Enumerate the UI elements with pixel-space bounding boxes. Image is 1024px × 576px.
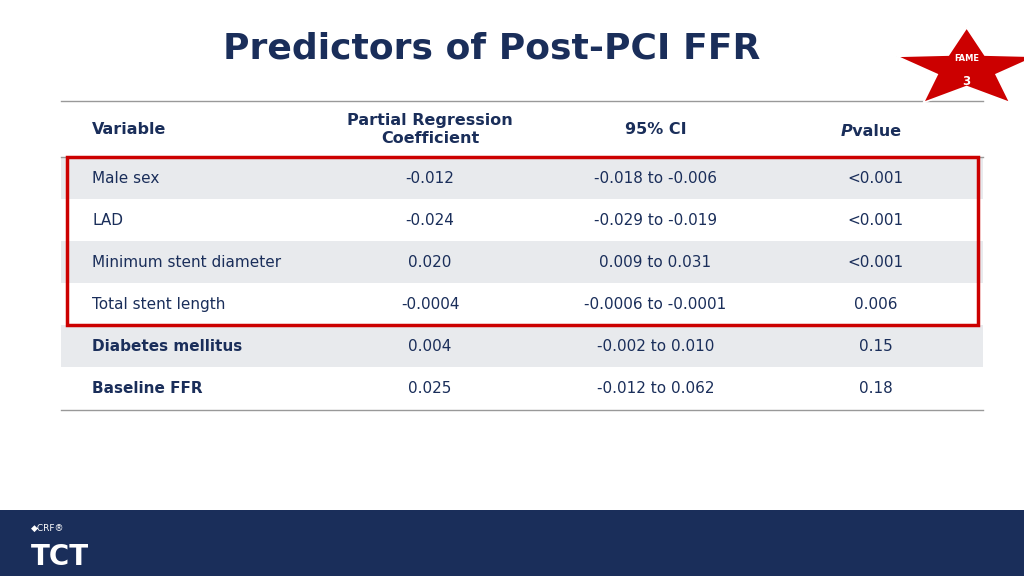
Text: <0.001: <0.001 (848, 255, 903, 270)
Text: ◆CRF®: ◆CRF® (31, 524, 65, 533)
Text: Variable: Variable (92, 122, 167, 137)
Text: Diabetes mellitus: Diabetes mellitus (92, 339, 243, 354)
FancyBboxPatch shape (0, 510, 1024, 576)
Text: 3: 3 (963, 75, 971, 88)
Text: Baseline FFR: Baseline FFR (92, 381, 203, 396)
Text: 0.004: 0.004 (409, 339, 452, 354)
Text: -0.029 to -0.019: -0.029 to -0.019 (594, 213, 717, 228)
Text: 0.18: 0.18 (859, 381, 892, 396)
Text: 0.020: 0.020 (409, 255, 452, 270)
Text: LAD: LAD (92, 213, 123, 228)
Text: Minimum stent diameter: Minimum stent diameter (92, 255, 282, 270)
Text: 95% CI: 95% CI (625, 122, 686, 137)
Text: value: value (850, 124, 901, 139)
Text: 0.15: 0.15 (859, 339, 892, 354)
FancyBboxPatch shape (61, 199, 983, 241)
Text: FAME: FAME (954, 54, 979, 63)
Text: TCT: TCT (31, 543, 89, 571)
Text: -0.018 to -0.006: -0.018 to -0.006 (594, 170, 717, 186)
FancyBboxPatch shape (61, 157, 983, 199)
Text: -0.024: -0.024 (406, 213, 455, 228)
Text: P: P (841, 124, 853, 139)
Text: -0.0006 to -0.0001: -0.0006 to -0.0001 (585, 297, 726, 312)
FancyBboxPatch shape (61, 325, 983, 367)
FancyBboxPatch shape (61, 367, 983, 410)
Text: <0.001: <0.001 (848, 170, 903, 186)
Text: -0.002 to 0.010: -0.002 to 0.010 (597, 339, 714, 354)
FancyBboxPatch shape (61, 283, 983, 325)
Text: Partial Regression
Coefficient: Partial Regression Coefficient (347, 113, 513, 146)
Text: 0.006: 0.006 (854, 297, 897, 312)
Polygon shape (897, 28, 1024, 103)
Text: 0.025: 0.025 (409, 381, 452, 396)
Text: -0.0004: -0.0004 (400, 297, 460, 312)
FancyBboxPatch shape (61, 241, 983, 283)
Text: Total stent length: Total stent length (92, 297, 225, 312)
Text: -0.012 to 0.062: -0.012 to 0.062 (597, 381, 714, 396)
Text: Male sex: Male sex (92, 170, 160, 186)
Text: <0.001: <0.001 (848, 213, 903, 228)
Text: Predictors of Post-PCI FFR: Predictors of Post-PCI FFR (223, 32, 760, 66)
Text: 0.009 to 0.031: 0.009 to 0.031 (599, 255, 712, 270)
Text: -0.012: -0.012 (406, 170, 455, 186)
